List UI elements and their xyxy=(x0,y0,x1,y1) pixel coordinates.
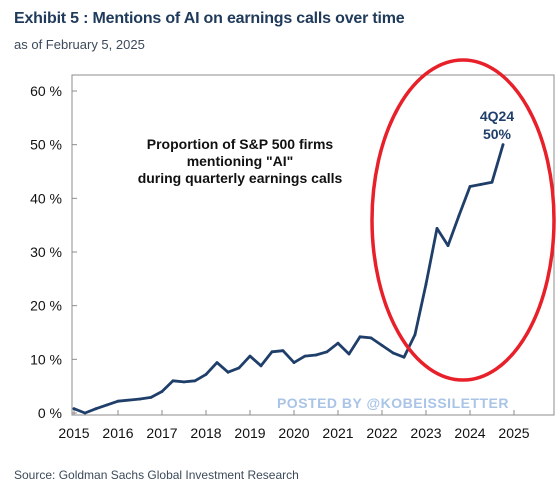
data-point xyxy=(325,350,329,354)
x-tick-label: 2016 xyxy=(102,425,133,441)
data-point xyxy=(435,227,439,230)
data-point xyxy=(83,411,87,415)
data-point xyxy=(94,407,98,411)
x-tick-label: 2025 xyxy=(498,425,529,441)
chart-title: Exhibit 5 : Mentions of AI on earnings c… xyxy=(14,10,405,27)
y-tick-label: 50 % xyxy=(30,137,62,153)
chart-subtitle: as of February 5, 2025 xyxy=(14,37,145,52)
x-tick-label: 2021 xyxy=(322,425,353,441)
x-tick-label: 2023 xyxy=(410,425,441,441)
data-point xyxy=(457,214,461,217)
data-point xyxy=(193,379,197,383)
highlight-ellipse xyxy=(370,58,556,382)
data-point xyxy=(204,373,208,376)
data-point xyxy=(116,399,120,403)
data-point xyxy=(226,370,230,374)
data-point xyxy=(292,361,296,364)
data-point xyxy=(369,336,373,340)
x-tick-label: 2017 xyxy=(146,425,177,441)
data-point xyxy=(314,353,318,357)
watermark: POSTED BY @KOBEISSILETTER xyxy=(277,395,509,411)
data-point xyxy=(281,349,285,353)
end-label-quarter: 4Q24 xyxy=(480,108,514,124)
x-tick-label: 2024 xyxy=(454,425,485,441)
data-point xyxy=(149,396,153,399)
x-tick-label: 2019 xyxy=(234,425,265,441)
y-tick-label: 20 % xyxy=(30,298,62,314)
annotation-line-1: Proportion of S&P 500 firms xyxy=(147,136,334,152)
data-point xyxy=(215,361,219,364)
data-point xyxy=(182,380,186,384)
data-point xyxy=(468,185,472,188)
data-point xyxy=(127,398,131,402)
plot-frame xyxy=(71,74,555,416)
data-point xyxy=(358,335,362,339)
data-point xyxy=(105,403,109,407)
data-point xyxy=(490,180,494,184)
data-point xyxy=(347,352,351,356)
data-point xyxy=(391,351,395,355)
x-tick-label: 2018 xyxy=(190,425,221,441)
series-points xyxy=(72,143,505,415)
chart-annotation: Proportion of S&P 500 firms mentioning "… xyxy=(138,136,343,186)
data-point xyxy=(336,341,340,345)
end-value-label: 4Q24 50% xyxy=(480,108,514,142)
data-point xyxy=(501,143,505,147)
x-tick-label: 2015 xyxy=(58,425,89,441)
data-point xyxy=(424,282,428,286)
data-point xyxy=(72,407,76,411)
data-point xyxy=(248,354,252,358)
y-tick-label: 0 % xyxy=(38,405,62,421)
y-tick-label: 40 % xyxy=(30,190,62,206)
data-point xyxy=(237,366,241,370)
data-point xyxy=(446,244,450,248)
y-axis-ticks: 0 % 10 % 20 % 30 % 40 % 50 % 60 % xyxy=(30,83,77,421)
data-point xyxy=(303,354,307,358)
x-tick-label: 2022 xyxy=(366,425,397,441)
data-point xyxy=(171,379,175,383)
y-tick-label: 60 % xyxy=(30,83,62,99)
annotation-line-2: mentioning "AI" xyxy=(187,153,294,169)
source-note: Source: Goldman Sachs Global Investment … xyxy=(14,468,299,482)
data-point xyxy=(270,350,274,354)
data-point xyxy=(479,183,483,186)
data-point xyxy=(160,390,164,393)
data-point xyxy=(138,397,142,401)
x-axis-ticks: 2015 2016 2017 2018 2019 2020 2021 2022 2023 2024… xyxy=(58,410,530,441)
y-tick-label: 10 % xyxy=(30,351,62,367)
data-point xyxy=(413,333,417,336)
x-tick-label: 2020 xyxy=(278,425,309,441)
series-line-ai-mentions xyxy=(72,143,505,415)
end-label-value: 50% xyxy=(483,126,512,142)
annotation-line-3: during quarterly earnings calls xyxy=(138,170,343,186)
data-point xyxy=(402,355,406,359)
data-point xyxy=(259,364,263,368)
y-tick-label: 30 % xyxy=(30,244,62,260)
data-point xyxy=(380,344,384,347)
